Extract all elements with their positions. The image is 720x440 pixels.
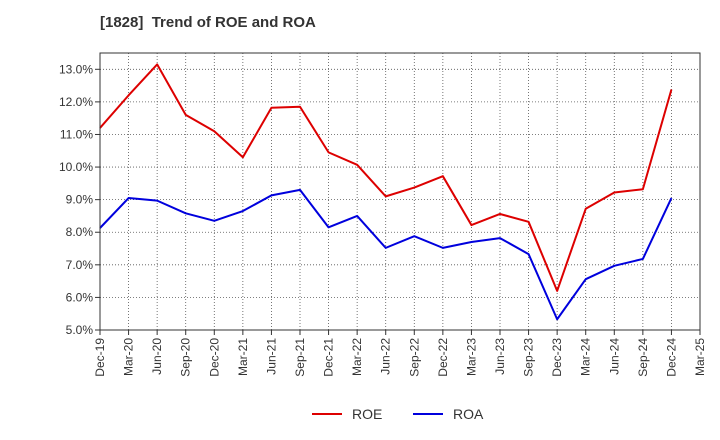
series-line-roe [99, 63, 673, 292]
y-tick-label: 11.0% [60, 127, 93, 141]
legend-label-roe: ROE [352, 406, 382, 422]
x-axis-ticks: Dec-19 Mar-20 Jun-20 Sep-20 Dec-20 Mar-21 Jun-… [93, 330, 707, 377]
y-tick-label: 12.0% [59, 95, 93, 109]
x-tick-label: Mar-22 [350, 338, 364, 376]
y-tick-label: 10.0% [59, 160, 93, 174]
legend: ROE ROA [312, 406, 484, 422]
x-tick-label: Sep-22 [407, 338, 421, 377]
x-tick-label: Sep-21 [293, 338, 307, 377]
y-tick-label: 9.0% [66, 193, 94, 207]
chart-title: [1828] Trend of ROE and ROA [100, 14, 316, 31]
x-tick-label: Jun-21 [264, 338, 278, 375]
y-tick-label: 8.0% [66, 225, 94, 239]
x-tick-label: Sep-23 [522, 338, 536, 377]
x-tick-label: Mar-25 [693, 338, 707, 376]
y-tick-label: 13.0% [59, 62, 93, 76]
x-tick-label: Dec-19 [93, 338, 107, 377]
x-tick-label: Jun-24 [607, 338, 621, 375]
x-tick-label: Mar-24 [579, 338, 593, 376]
x-tick-label: Dec-20 [207, 338, 221, 377]
x-tick-label: Dec-23 [550, 338, 564, 377]
y-tick-label: 6.0% [66, 290, 94, 304]
x-tick-label: Jun-23 [493, 338, 507, 375]
x-tick-label: Sep-20 [179, 338, 193, 377]
x-tick-label: Mar-23 [464, 338, 478, 376]
legend-label-roa: ROA [453, 406, 484, 422]
x-tick-label: Mar-20 [122, 338, 136, 376]
plot-frame [99, 52, 701, 331]
series-lines [99, 63, 673, 321]
x-tick-label: Jun-22 [379, 338, 393, 375]
y-tick-label: 7.0% [66, 258, 94, 272]
x-tick-label: Dec-22 [436, 338, 450, 377]
y-axis-ticks: 5.0% 6.0% 7.0% 8.0% 9.0% 10.0% 11.0% 12.0% 13.0% [59, 62, 100, 337]
x-tick-label: Sep-24 [636, 338, 650, 377]
y-tick-label: 5.0% [66, 323, 94, 337]
x-tick-label: Mar-21 [236, 338, 250, 376]
series-line-roa [99, 188, 673, 321]
x-tick-label: Jun-20 [150, 338, 164, 375]
x-tick-label: Dec-24 [664, 338, 678, 377]
x-tick-label: Dec-21 [322, 338, 336, 377]
